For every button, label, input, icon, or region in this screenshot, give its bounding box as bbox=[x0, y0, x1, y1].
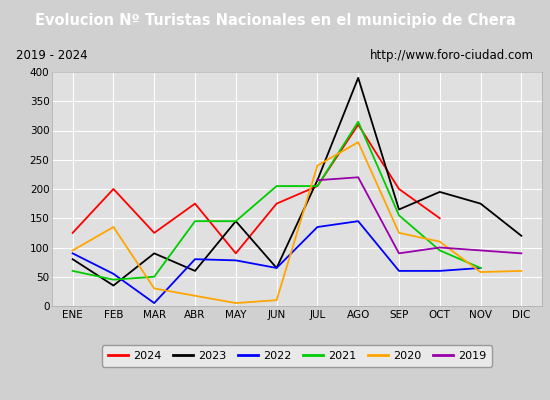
Text: http://www.foro-ciudad.com: http://www.foro-ciudad.com bbox=[370, 49, 534, 62]
Text: 2019 - 2024: 2019 - 2024 bbox=[16, 49, 88, 62]
Legend: 2024, 2023, 2022, 2021, 2020, 2019: 2024, 2023, 2022, 2021, 2020, 2019 bbox=[102, 346, 492, 366]
Text: Evolucion Nº Turistas Nacionales en el municipio de Chera: Evolucion Nº Turistas Nacionales en el m… bbox=[35, 14, 515, 28]
